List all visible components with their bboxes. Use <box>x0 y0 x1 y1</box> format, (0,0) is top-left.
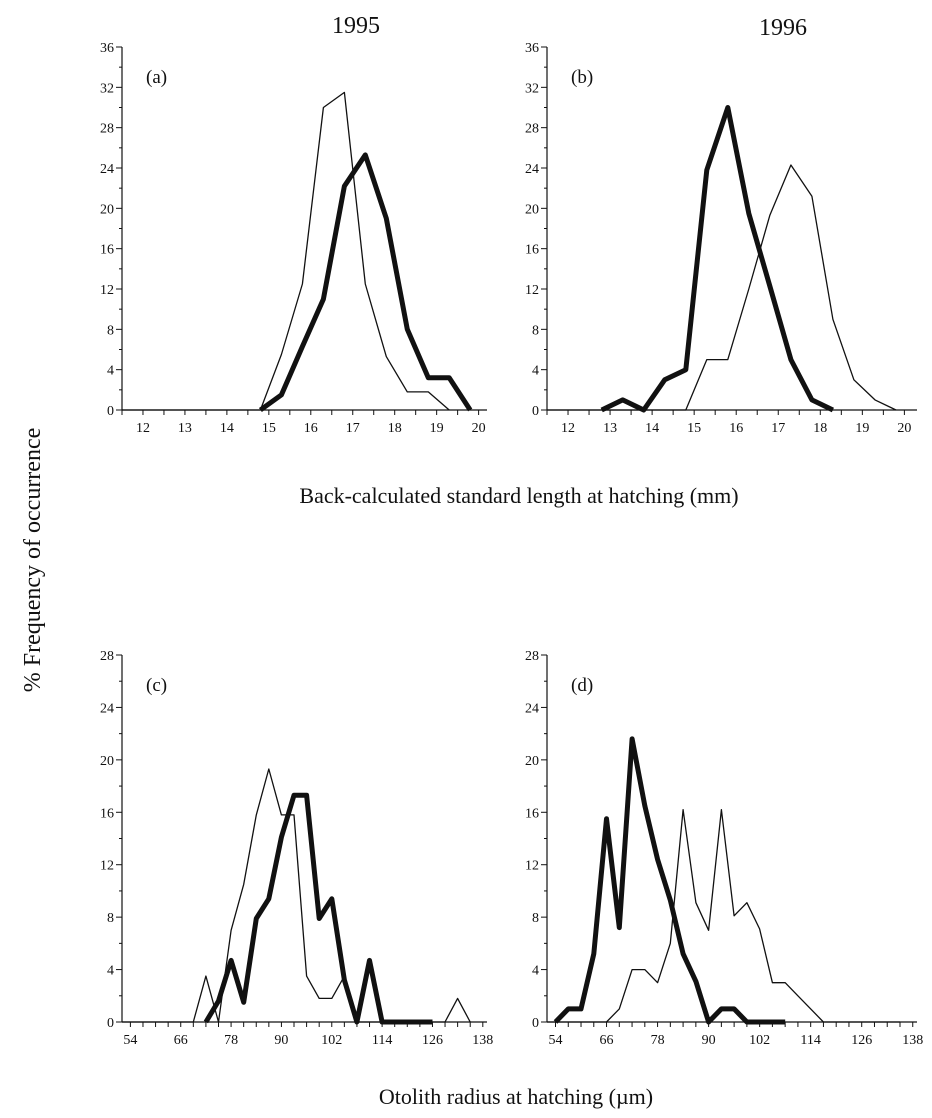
series-line-thick <box>553 736 786 1025</box>
y-tick-label: 8 <box>532 323 539 338</box>
x-tick-label: 19 <box>430 421 444 436</box>
y-tick-label: 12 <box>100 859 114 874</box>
y-tick-label: 12 <box>100 283 114 298</box>
y-tick-label: 32 <box>100 81 114 96</box>
y-tick-label: 28 <box>100 122 114 137</box>
series-line-thick <box>203 792 433 1025</box>
series-line-thin <box>122 91 450 411</box>
x-tick-label: 138 <box>902 1033 923 1048</box>
x-tick-label: 54 <box>123 1033 137 1048</box>
y-tick-label: 12 <box>525 859 539 874</box>
x-tick-label: 66 <box>600 1033 614 1048</box>
x-tick-label: 13 <box>178 421 192 436</box>
column-title-1995: 1995 <box>332 13 380 39</box>
x-tick-label: 90 <box>702 1033 716 1048</box>
x-tick-label: 15 <box>262 421 276 436</box>
y-tick-label: 0 <box>532 404 539 419</box>
x-tick-label: 20 <box>472 421 486 436</box>
x-axis-title-bottom: Otolith radius at hatching (µm) <box>379 1084 653 1109</box>
y-tick-label: 4 <box>107 364 114 379</box>
x-tick-label: 14 <box>645 421 659 436</box>
x-tick-label: 19 <box>855 421 869 436</box>
x-tick-label: 78 <box>651 1033 665 1048</box>
y-tick-label: 20 <box>525 754 539 769</box>
y-tick-label: 4 <box>532 964 539 979</box>
series-line-thick <box>600 105 834 413</box>
x-tick-label: 114 <box>372 1033 392 1048</box>
y-tick-label: 20 <box>525 202 539 217</box>
x-tick-label: 18 <box>388 421 402 436</box>
x-tick-label: 138 <box>472 1033 493 1048</box>
y-tick-label: 28 <box>525 649 539 664</box>
y-tick-label: 0 <box>107 1016 114 1031</box>
panel-label: (c) <box>146 675 167 696</box>
y-tick-label: 8 <box>107 323 114 338</box>
panel-label: (a) <box>146 67 167 88</box>
x-tick-label: 102 <box>749 1033 770 1048</box>
x-tick-label: 16 <box>304 421 318 436</box>
x-tick-label: 54 <box>549 1033 563 1048</box>
y-tick-label: 16 <box>525 243 539 258</box>
x-tick-label: 13 <box>603 421 617 436</box>
series-line-thin <box>547 809 900 1023</box>
y-tick-label: 24 <box>525 162 539 177</box>
x-tick-label: 102 <box>321 1033 342 1048</box>
panel-d: 0 4 8 12 16 20 24 28 54 66 78 90 102 114 126 138 (d) <box>525 649 923 1048</box>
series-line-thin <box>547 164 897 411</box>
x-tick-label: 66 <box>174 1033 188 1048</box>
y-tick-label: 32 <box>525 81 539 96</box>
panel-label: (b) <box>571 67 593 88</box>
y-tick-label: 0 <box>107 404 114 419</box>
y-tick-label: 16 <box>525 806 539 821</box>
x-tick-label: 126 <box>851 1033 872 1048</box>
y-tick-label: 36 <box>525 41 539 56</box>
y-tick-label: 4 <box>532 364 539 379</box>
panels: 0 4 8 12 16 20 24 28 32 36 12 13 14 15 16 17 18 19 20 (a) 0 4… <box>100 41 923 1048</box>
y-tick-label: 8 <box>107 911 114 926</box>
y-tick-label: 8 <box>532 911 539 926</box>
y-tick-label: 24 <box>525 701 539 716</box>
series-line-thin <box>122 768 471 1023</box>
y-tick-label: 16 <box>100 243 114 258</box>
x-tick-label: 20 <box>897 421 911 436</box>
x-tick-label: 14 <box>220 421 234 436</box>
x-tick-label: 17 <box>771 421 785 436</box>
y-tick-label: 12 <box>525 283 539 298</box>
panel-b: 0 4 8 12 16 20 24 28 32 36 12 13 14 15 16 17 18 19 20 (b) <box>525 41 917 436</box>
panel-c: 0 4 8 12 16 20 24 28 54 66 78 90 102 114 126 138 (c) <box>100 649 493 1048</box>
column-title-1996: 1996 <box>759 15 807 41</box>
y-tick-label: 0 <box>532 1016 539 1031</box>
x-tick-label: 12 <box>136 421 150 436</box>
x-tick-label: 126 <box>422 1033 443 1048</box>
x-tick-label: 15 <box>687 421 701 436</box>
x-tick-label: 17 <box>346 421 360 436</box>
y-tick-label: 16 <box>100 806 114 821</box>
x-tick-label: 16 <box>729 421 743 436</box>
x-tick-label: 78 <box>224 1033 238 1048</box>
x-axis-title-top: Back-calculated standard length at hatch… <box>299 483 738 508</box>
x-tick-label: 90 <box>274 1033 288 1048</box>
y-axis-title: % Frequency of occurrence <box>20 428 46 693</box>
y-tick-label: 28 <box>525 122 539 137</box>
y-tick-label: 24 <box>100 162 114 177</box>
panel-label: (d) <box>571 675 593 696</box>
x-tick-label: 114 <box>800 1033 820 1048</box>
x-tick-label: 12 <box>561 421 575 436</box>
x-tick-label: 18 <box>813 421 827 436</box>
y-tick-label: 20 <box>100 754 114 769</box>
series-line-thick <box>258 152 473 413</box>
y-tick-label: 20 <box>100 202 114 217</box>
y-tick-label: 28 <box>100 649 114 664</box>
y-tick-label: 4 <box>107 964 114 979</box>
panel-a: 0 4 8 12 16 20 24 28 32 36 12 13 14 15 16 17 18 19 20 (a) <box>100 41 487 436</box>
y-tick-label: 24 <box>100 701 114 716</box>
y-tick-label: 36 <box>100 41 114 56</box>
